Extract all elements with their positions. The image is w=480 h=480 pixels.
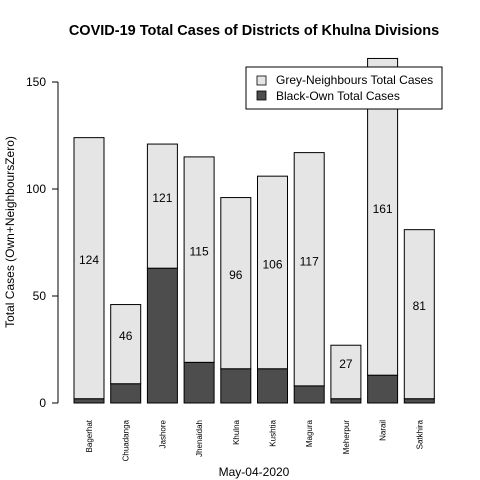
y-axis: 0 50 100 150 [26,75,59,410]
bar-own [183,361,215,404]
bar-total-label: 161 [373,202,393,216]
bar-own [220,368,252,404]
bar-neighbours [220,197,252,370]
y-tick-label: 150 [26,75,46,89]
y-axis-label: Total Cases (Own+NeighboursZero) [3,136,17,328]
bar-neighbours [293,152,325,387]
bar-own [367,374,399,404]
legend-label-grey: Grey-Neighbours Total Cases [276,73,433,87]
bar-own [73,398,105,404]
legend-box [245,66,443,110]
bar-total-label: 27 [339,357,353,371]
x-category-label: Narail [379,420,388,441]
x-category-label: Bagerhat [85,419,94,452]
x-category-label: Magura [305,419,314,447]
y-tick-label: 100 [26,182,46,196]
bar-total-label: 96 [229,268,243,282]
bar-own [146,267,178,404]
bar-neighbours [183,156,215,363]
x-category-label: Chuadanga [122,419,131,461]
bar-own [257,368,288,404]
bar-neighbours [110,304,142,385]
x-category-label: Satkhira [415,419,424,449]
legend-swatch-grey [256,75,267,86]
plot-area: 124 Bagerhat 46 Chuadanga 121 Jashore 115 Jhena… [73,57,435,461]
x-category-label: Meherpur [342,420,351,455]
bar-own [110,383,142,404]
x-axis-label: May-04-2020 [219,465,290,479]
bar-neighbours [330,344,362,400]
legend-label-black: Black-Own Total Cases [276,89,400,103]
chart-title: COVID-19 Total Cases of Districts of Khu… [69,23,439,39]
x-category-label: Jashore [158,419,167,448]
bar-own [293,385,325,404]
bar-neighbours [403,229,435,400]
x-category-label: Kushtia [269,419,278,446]
bar-neighbours [146,143,178,269]
bar-total-label: 46 [119,329,133,343]
legend-swatch-black [256,90,267,101]
x-category-label: Jhenaidah [195,420,204,457]
bar-neighbours [257,175,288,370]
bar-total-label: 81 [413,299,427,313]
x-category-label: Khulna [232,419,241,444]
bar-own [330,398,362,404]
bar-total-label: 117 [300,254,319,268]
bar-total-label: 121 [152,191,172,205]
bar-total-label: 106 [262,257,282,271]
bar-neighbours [367,57,399,376]
bar-neighbours [73,137,105,400]
y-tick-label: 50 [33,289,47,303]
y-tick-label: 0 [39,396,46,410]
bar-own [403,398,435,404]
bar-total-label: 124 [79,253,99,267]
bar-total-label: 115 [190,245,209,259]
legend: Grey-Neighbours Total Cases Black-Own To… [245,66,443,110]
